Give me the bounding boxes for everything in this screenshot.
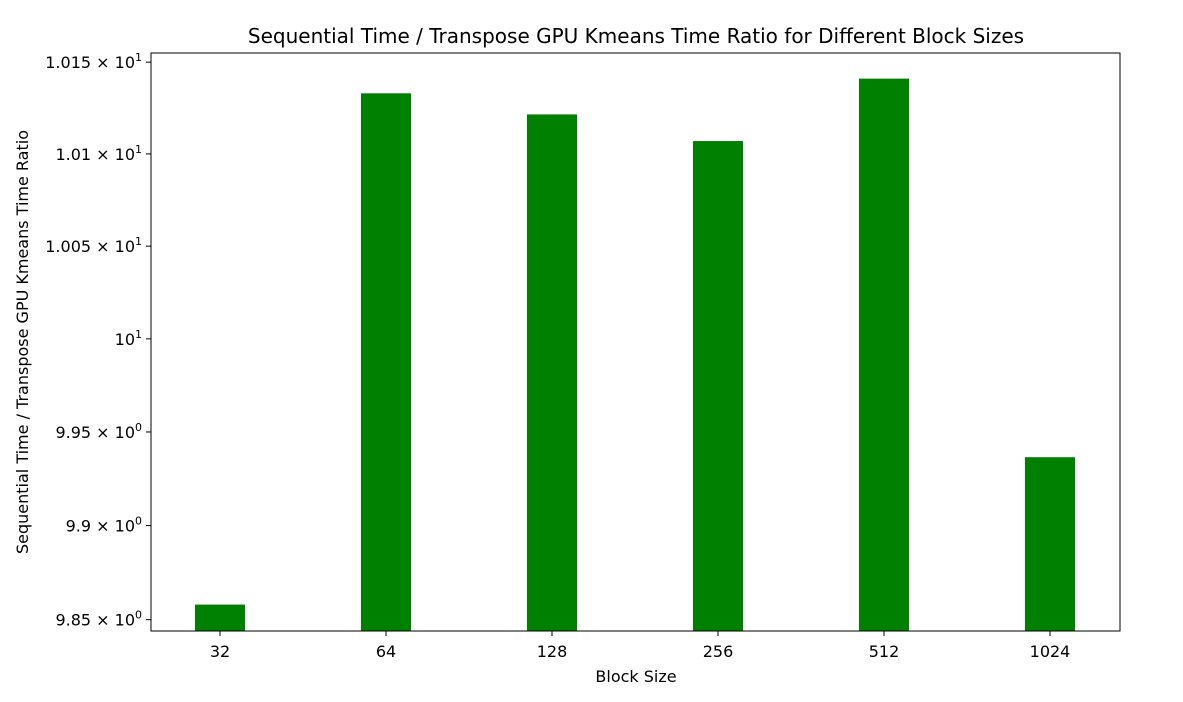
- bar-1024: [1025, 457, 1075, 631]
- y-tick-label: 9.9 × 100: [66, 515, 142, 536]
- y-axis-label: Sequential Time / Transpose GPU Kmeans T…: [13, 130, 32, 554]
- x-tick-label: 32: [210, 642, 230, 661]
- bar-64: [361, 93, 411, 632]
- y-tick-label: 101: [115, 328, 142, 349]
- y-tick-label: 1.015 × 101: [45, 51, 142, 72]
- bar-32: [195, 604, 245, 631]
- y-tick-label: 1.01 × 101: [55, 143, 142, 164]
- x-tick-label: 256: [703, 642, 734, 661]
- x-tick-label: 1024: [1030, 642, 1071, 661]
- x-tick-label: 128: [537, 642, 568, 661]
- x-tick-label: 512: [869, 642, 900, 661]
- x-tick-label: 64: [376, 642, 396, 661]
- x-axis-ticks: 32 64 128 256 512 1024: [210, 631, 1071, 661]
- y-tick-label: 1.005 × 101: [45, 235, 142, 256]
- chart-title: Sequential Time / Transpose GPU Kmeans T…: [248, 24, 1024, 48]
- y-tick-label: 9.85 × 100: [55, 609, 142, 630]
- bar-512: [859, 78, 909, 631]
- bar-128: [527, 114, 577, 632]
- bars-group: [195, 78, 1075, 632]
- y-tick-label: 9.95 × 100: [55, 421, 142, 442]
- bar-256: [693, 141, 743, 632]
- x-axis-label: Block Size: [595, 667, 676, 686]
- y-axis-ticks: 9.85 × 100 9.9 × 100 9.95 × 100 101 1.005 × …: [45, 51, 151, 630]
- plot-frame: [150, 52, 1121, 632]
